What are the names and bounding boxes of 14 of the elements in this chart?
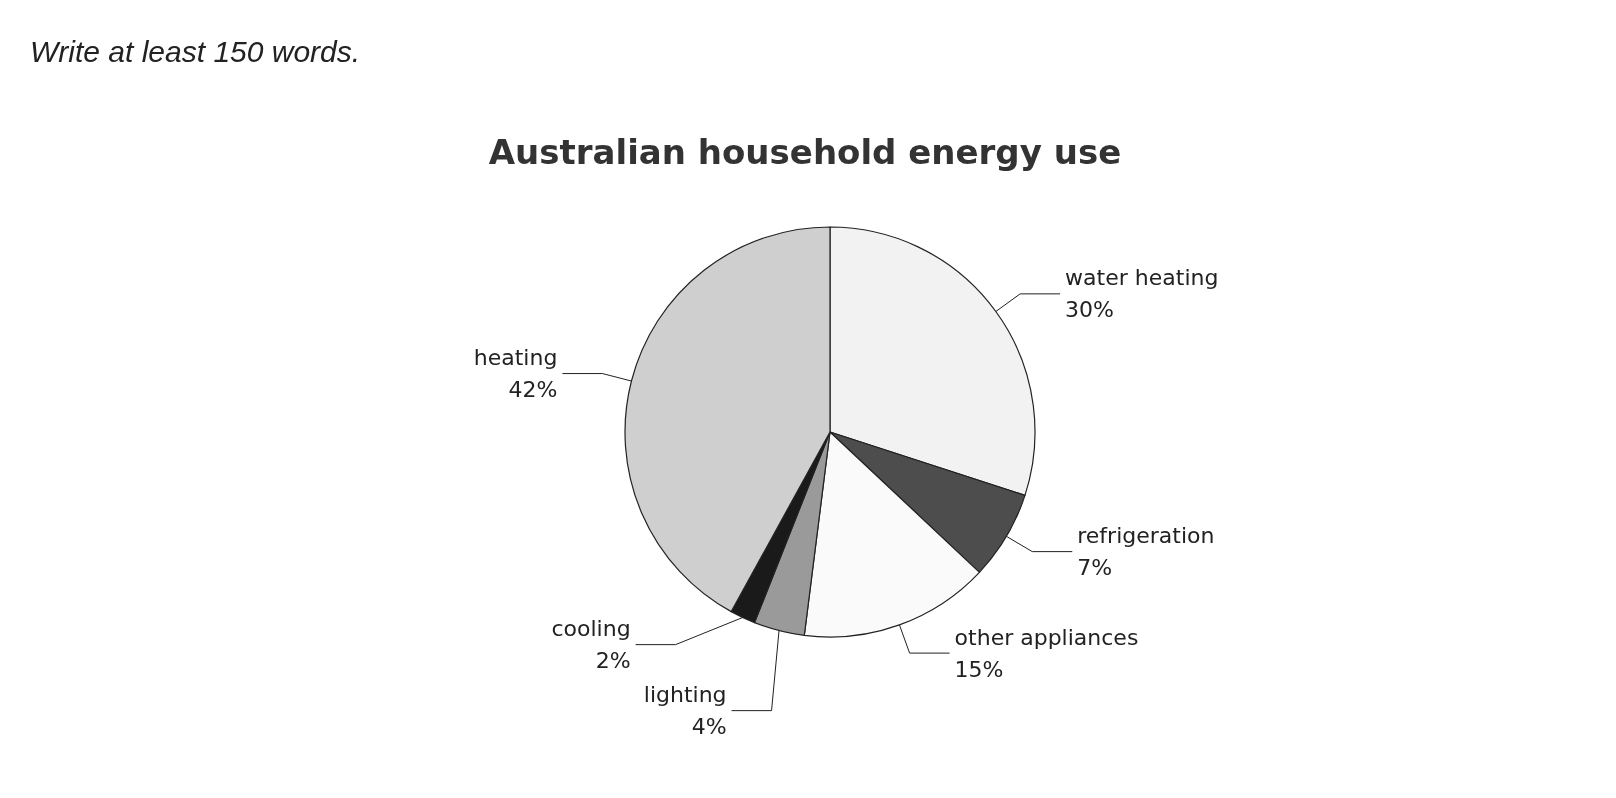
data-label: 30% <box>1065 297 1115 323</box>
slice-label: refrigeration <box>1077 523 1215 549</box>
data-label: 15% <box>954 656 1004 682</box>
chart-title: Australian household energy use <box>488 132 1122 172</box>
slice-label: other appliances <box>954 624 1139 650</box>
data-label: 7% <box>1077 555 1113 581</box>
slice-label: lighting <box>643 682 727 708</box>
slice-label: heating <box>473 345 558 371</box>
slice-label: cooling <box>551 616 631 642</box>
text: Write at least 150 words. <box>30 34 361 68</box>
data-label: 2% <box>595 648 631 674</box>
data-label: 4% <box>691 714 727 740</box>
slice-label: water heating <box>1065 265 1219 291</box>
data-label: 42% <box>508 377 558 403</box>
